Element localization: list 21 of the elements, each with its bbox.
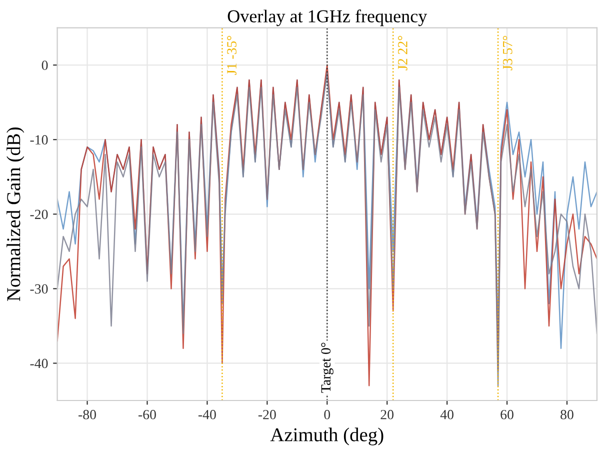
x-tick-label: 20 <box>380 410 394 420</box>
y-axis-title: Normalized Gain (dB) <box>6 128 24 302</box>
x-tick-label: -80 <box>78 410 96 420</box>
x-tick-label: 60 <box>500 410 514 420</box>
x-tick-label: 0 <box>324 410 330 420</box>
ref-line-label: J2 22° <box>398 36 408 70</box>
x-axis-title: Azimuth (deg) <box>270 428 384 446</box>
x-tick-label: -60 <box>138 410 156 420</box>
x-tick-label: -20 <box>258 410 276 420</box>
ref-line-label: J1 -35° <box>227 36 236 75</box>
x-tick-label: 40 <box>440 410 454 420</box>
y-tick-label: -20 <box>30 210 48 220</box>
x-tick-label: -40 <box>198 410 216 420</box>
ref-line-label: J3 57° <box>502 36 512 70</box>
y-tick-label: 0 <box>42 60 48 70</box>
x-tick-label: 80 <box>560 410 574 420</box>
y-tick-label: -40 <box>30 358 48 368</box>
ref-line-label: Target 0° <box>321 342 334 393</box>
y-tick-label: -30 <box>30 284 48 294</box>
chart-title: Overlay at 1GHz frequency <box>228 10 428 26</box>
y-tick-label: -10 <box>30 135 48 145</box>
